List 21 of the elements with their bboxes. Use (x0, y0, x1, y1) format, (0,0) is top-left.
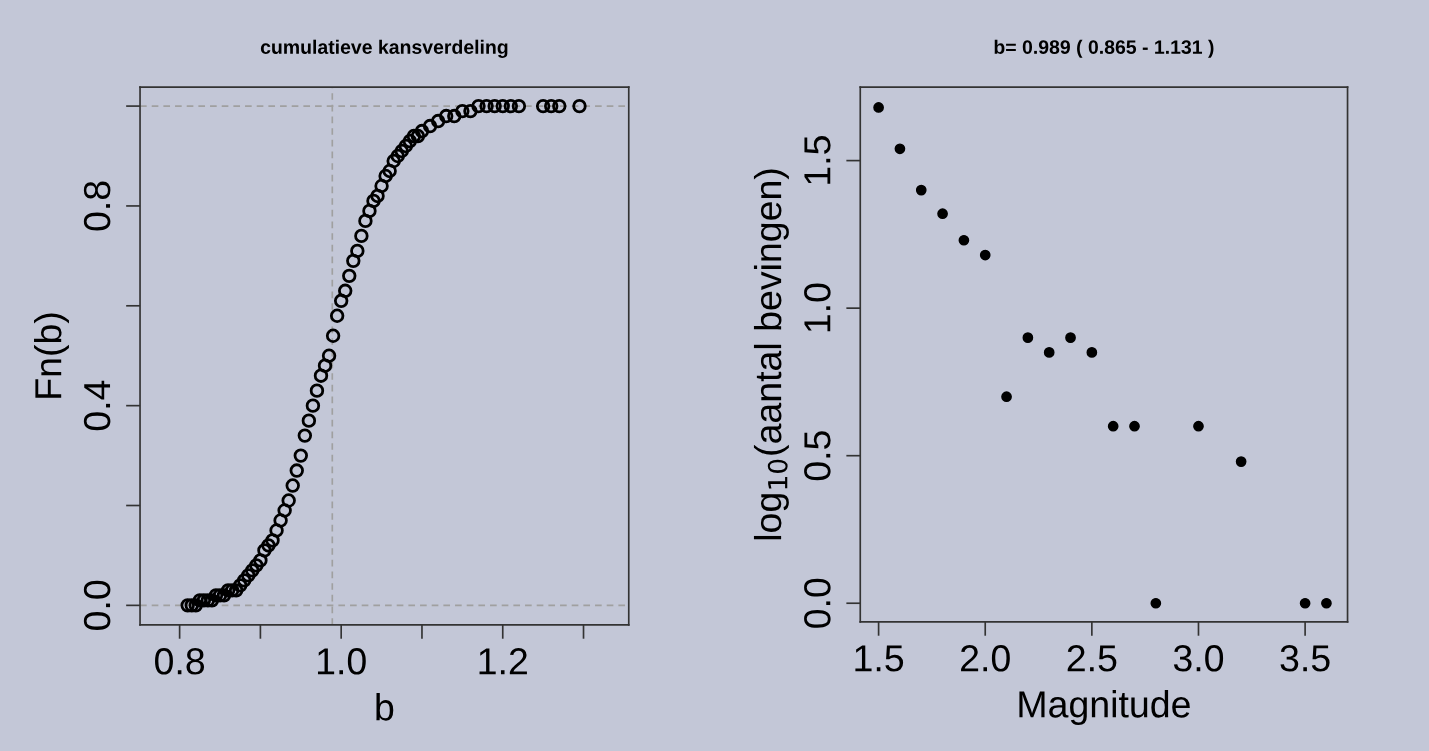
y-tick-label: 1.0 (804, 283, 831, 332)
y-axis-title: log$_{10}$(aantal bevingen) (753, 169, 789, 540)
x-tick-label: 2.0 (961, 645, 1010, 672)
x-tick-label: 1.5 (855, 645, 904, 672)
x-tick-label: 1.0 (317, 648, 366, 675)
y-tick-label: 0.0 (83, 580, 111, 630)
y-tick-label: 1.5 (804, 136, 831, 184)
x-tick-label: 1.2 (479, 648, 527, 675)
chart-title: b= 0.989 ( 0.865 - 1.131 ) (994, 39, 1214, 58)
chart-title: cumulatieve kansverdeling (260, 39, 508, 58)
y-axis-title: Fn(b) (34, 313, 69, 398)
y-tick-label: 0.0 (804, 578, 831, 628)
y-tick-label: 0.5 (804, 431, 831, 481)
x-tick-label: 0.8 (155, 648, 205, 675)
x-tick-label: 3.5 (1280, 645, 1330, 672)
x-axis-title: b (376, 693, 394, 721)
y-tick-label: 0.8 (83, 181, 111, 231)
y-tick-label: 0.4 (83, 380, 111, 431)
x-tick-label: 2.5 (1067, 645, 1117, 672)
x-tick-label: 3.0 (1173, 645, 1224, 672)
x-axis-title: Magnitude (1019, 690, 1190, 726)
